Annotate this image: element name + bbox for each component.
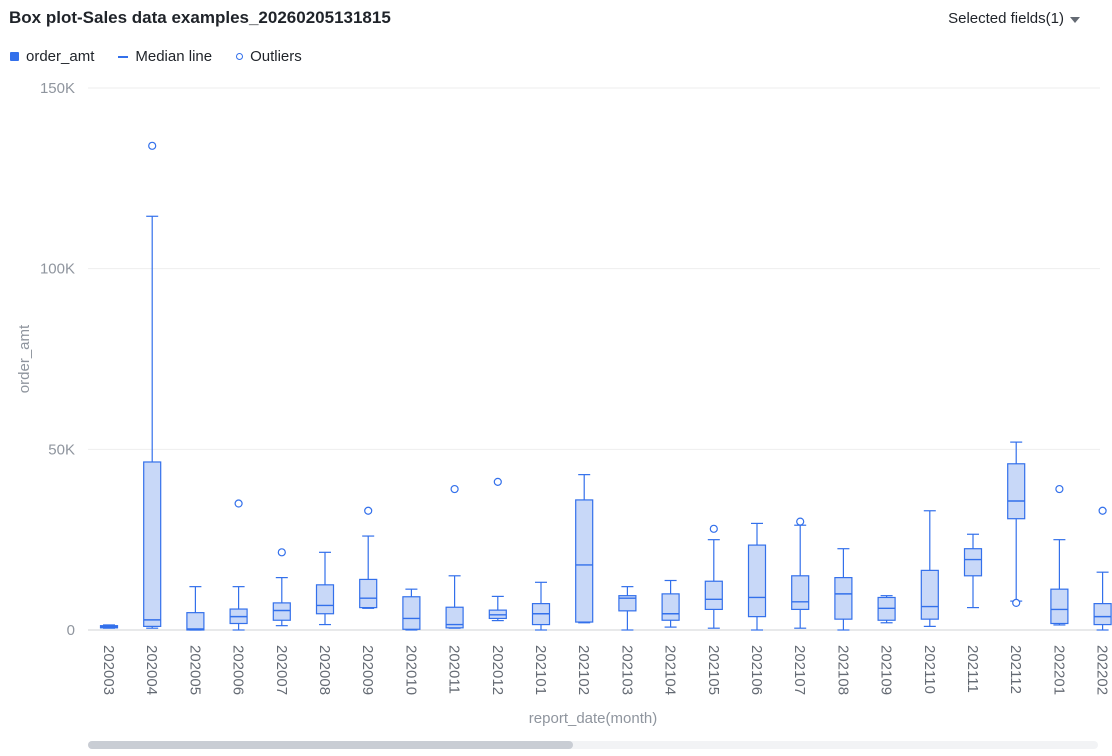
horizontal-scrollbar[interactable] <box>88 741 1098 749</box>
x-tick-label: 202110 <box>921 645 938 694</box>
x-axis-label: report_date(month) <box>529 710 657 727</box>
box-202202 <box>1094 604 1111 625</box>
y-axis-label: order_amt <box>16 324 33 393</box>
x-tick-label: 202004 <box>143 645 160 695</box>
box-202008 <box>317 585 334 614</box>
outlier-point <box>1056 486 1063 493</box>
outlier-point <box>1099 507 1106 514</box>
box-202201 <box>1051 589 1068 623</box>
x-tick-label: 202103 <box>618 645 635 695</box>
x-tick-label: 202201 <box>1050 645 1067 695</box>
x-tick-label: 202006 <box>230 645 247 695</box>
x-tick-label: 202008 <box>316 645 333 695</box>
box-202106 <box>749 545 766 617</box>
outlier-point <box>278 549 285 556</box>
x-tick-label: 202011 <box>446 645 463 694</box>
outlier-point <box>365 507 372 514</box>
box-202009 <box>360 579 377 607</box>
x-tick-label: 202104 <box>662 645 679 695</box>
outlier-point <box>235 500 242 507</box>
x-tick-label: 202109 <box>878 645 895 695</box>
y-tick-label: 100K <box>40 261 75 278</box>
outlier-point <box>710 525 717 532</box>
x-tick-label: 202010 <box>402 645 419 695</box>
x-tick-label: 202007 <box>273 645 290 695</box>
box-202110 <box>921 570 938 619</box>
box-202107 <box>792 576 809 610</box>
x-tick-label: 202003 <box>100 645 117 695</box>
x-tick-label: 202012 <box>489 645 506 695</box>
box-202005 <box>187 613 204 630</box>
x-tick-label: 202009 <box>359 645 376 695</box>
box-202010 <box>403 597 420 630</box>
box-202007 <box>273 603 290 620</box>
y-tick-label: 0 <box>67 622 75 639</box>
box-202102 <box>576 500 593 622</box>
x-tick-label: 202112 <box>1007 645 1024 694</box>
y-tick-label: 150K <box>40 80 75 97</box>
box-202111 <box>965 549 982 576</box>
box-202112 <box>1008 464 1025 519</box>
x-tick-label: 202105 <box>705 645 722 695</box>
x-tick-label: 202106 <box>748 645 765 695</box>
box-202108 <box>835 578 852 620</box>
y-tick-label: 50K <box>48 441 75 458</box>
x-tick-label: 202108 <box>834 645 851 695</box>
x-tick-label: 202101 <box>532 645 549 695</box>
x-tick-label: 202111 <box>964 645 981 693</box>
x-tick-label: 202005 <box>186 645 203 695</box>
box-202004 <box>144 462 161 626</box>
x-tick-label: 202102 <box>575 645 592 695</box>
box-202105 <box>705 581 722 609</box>
scrollbar-thumb[interactable] <box>88 741 573 749</box>
outlier-point <box>1013 599 1020 606</box>
box-plot-chart: 0 50K 100K 150K order_amt 202003 202004 202005 2… <box>0 0 1112 740</box>
outlier-point <box>149 142 156 149</box>
x-tick-label: 202107 <box>791 645 808 695</box>
outlier-point <box>451 486 458 493</box>
outlier-point <box>494 478 501 485</box>
outlier-point <box>797 518 804 525</box>
x-tick-label: 202202 <box>1094 645 1111 695</box>
box-202104 <box>662 594 679 620</box>
